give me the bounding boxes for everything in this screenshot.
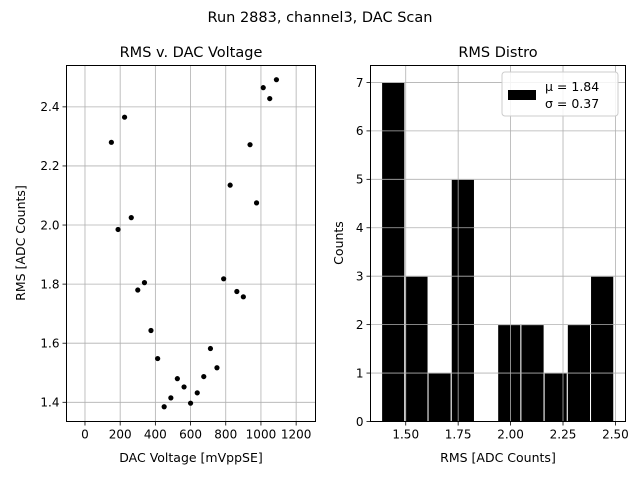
scatter-x-tick-label: 1000 [246, 428, 277, 442]
scatter-point [135, 287, 141, 293]
histogram-x-ticks: 1.50 1.75 2.00 2.25 2.50 [392, 421, 629, 442]
scatter-x-label: DAC Voltage [mVppSE] [119, 450, 262, 465]
histogram-y-tick-label: 5 [356, 173, 364, 187]
legend-swatch [508, 90, 536, 100]
legend-sigma: σ = 0.37 [545, 96, 599, 111]
histogram-y-tick-label: 3 [356, 269, 364, 283]
scatter-points [108, 77, 280, 410]
histogram-y-tick-label: 0 [356, 415, 364, 429]
histogram-title: RMS Distro [458, 45, 537, 61]
scatter-point [260, 85, 266, 91]
scatter-point [267, 95, 273, 102]
scatter-point [181, 384, 187, 390]
histogram-y-tick-label: 1 [356, 366, 364, 380]
histogram-bars [381, 81, 615, 423]
scatter-point [115, 226, 121, 233]
histogram-x-tick-label: 1.75 [445, 428, 472, 442]
scatter-point [174, 376, 180, 382]
scatter-point [155, 355, 161, 362]
histogram-bar [450, 178, 475, 422]
histogram-y-ticks: 0 1 2 3 4 5 6 7 [356, 76, 371, 429]
scatter-point [214, 365, 220, 371]
histogram-x-tick-label: 2.00 [497, 428, 524, 442]
histogram-legend: μ = 1.84 σ = 0.37 [501, 71, 619, 117]
histogram-bar [404, 275, 429, 422]
scatter-x-tick-label: 1200 [281, 428, 312, 442]
scatter-x-tick-label: 600 [179, 428, 202, 442]
histogram-chart: 1.50 1.75 2.00 2.25 2.50 0 1 2 3 4 5 6 7 RMS Distro… [331, 45, 629, 465]
scatter-point [227, 182, 233, 188]
scatter-point [234, 288, 240, 295]
scatter-point [168, 395, 174, 401]
scatter-point [273, 77, 280, 83]
scatter-point [161, 404, 167, 410]
scatter-point [108, 139, 114, 145]
histogram-x-tick-label: 2.25 [550, 428, 577, 442]
scatter-title: RMS v. DAC Voltage [120, 45, 263, 61]
figure-suptitle: Run 2883, channel3, DAC Scan [208, 10, 433, 26]
scatter-grid [66, 65, 316, 422]
scatter-point [187, 400, 194, 406]
scatter-x-ticks: 0 200 400 600 800 1000 1200 [81, 421, 312, 442]
histogram-bar [543, 372, 568, 423]
scatter-x-tick-label: 800 [214, 428, 237, 442]
scatter-point [240, 294, 246, 300]
scatter-x-tick-label: 0 [81, 428, 89, 442]
scatter-point [148, 327, 154, 334]
scatter-point [221, 276, 227, 282]
scatter-y-tick-label: 1.4 [40, 396, 59, 410]
histogram-y-tick-label: 4 [356, 221, 364, 235]
scatter-point [121, 114, 128, 120]
scatter-y-tick-label: 2.2 [40, 159, 59, 173]
histogram-bar [381, 81, 406, 422]
histogram-y-tick-label: 2 [356, 318, 364, 332]
histogram-x-label: RMS [ADC Counts] [440, 450, 556, 465]
histogram-y-label: Counts [331, 221, 346, 265]
scatter-y-label: RMS [ADC Counts] [13, 185, 28, 301]
histogram-x-tick-label: 2.50 [602, 428, 629, 442]
scatter-point [141, 280, 148, 286]
legend-mean: μ = 1.84 [545, 79, 599, 94]
scatter-x-tick-label: 400 [144, 428, 167, 442]
scatter-point [253, 200, 260, 206]
histogram-bar [590, 275, 615, 422]
scatter-y-tick-label: 2.4 [40, 100, 59, 114]
scatter-point [194, 390, 200, 396]
scatter-point [201, 373, 207, 380]
histogram-x-tick-label: 1.50 [392, 428, 419, 442]
scatter-y-tick-label: 1.8 [40, 277, 59, 291]
histogram-axes-frame [370, 65, 626, 422]
scatter-axes-frame [66, 65, 316, 422]
scatter-chart: 0 200 400 600 800 1000 1200 1.4 1.6 1.8 2.0 2.2 2.4… [13, 45, 316, 465]
scatter-x-tick-label: 200 [109, 428, 132, 442]
scatter-y-tick-label: 2.0 [40, 218, 59, 232]
histogram-y-tick-label: 7 [356, 76, 364, 90]
scatter-y-ticks: 1.4 1.6 1.8 2.0 2.2 2.4 [40, 100, 67, 410]
histogram-y-tick-label: 6 [356, 124, 364, 138]
scatter-y-tick-label: 1.6 [40, 337, 59, 351]
scatter-point [247, 142, 253, 148]
scatter-point [128, 215, 134, 221]
legend-box [501, 71, 619, 117]
histogram-bar [427, 372, 452, 423]
scatter-point [207, 345, 214, 352]
